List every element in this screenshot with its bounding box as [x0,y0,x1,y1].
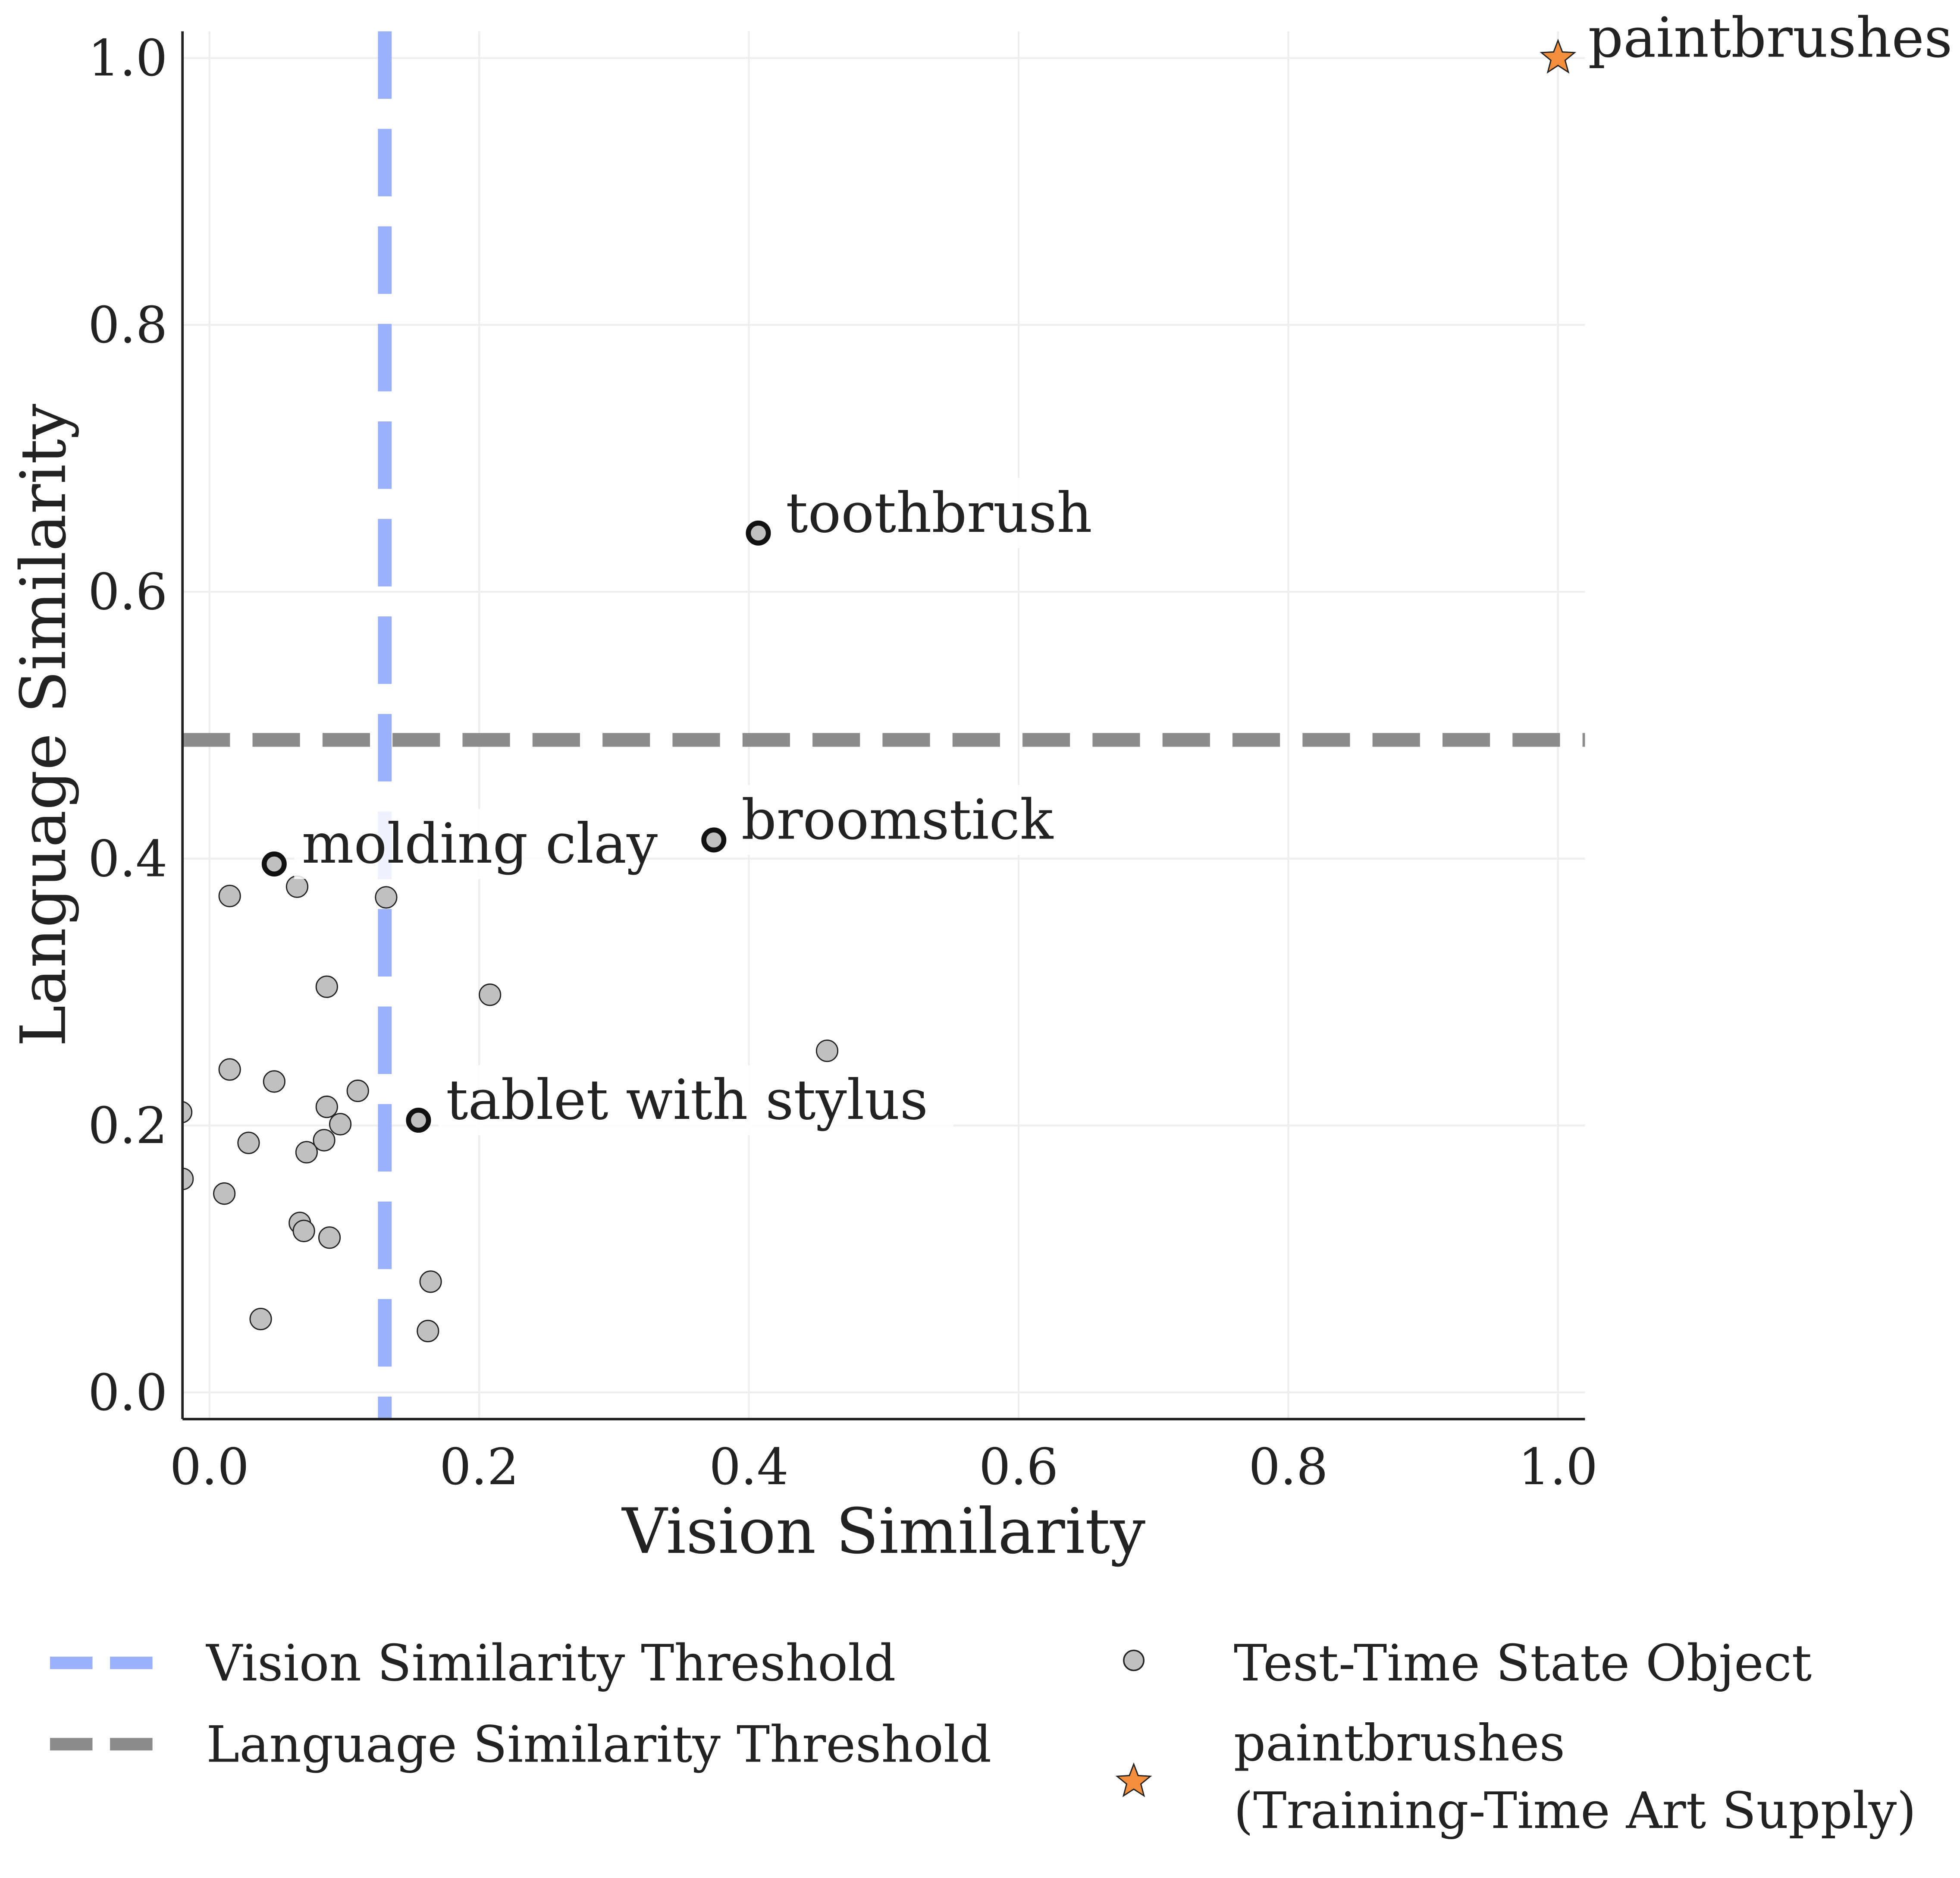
test-object-point [313,1129,336,1152]
y-tick-label: 0.8 [88,296,167,355]
legend-language-threshold-label: Language Similarity Threshold [206,1715,991,1774]
y-tick-label: 0.6 [88,563,167,622]
test-object-point [213,1182,236,1205]
y-tick-label: 0.2 [88,1097,167,1155]
highlighted-point [701,827,727,853]
annotation-background [734,785,1029,855]
grid [182,31,1585,1419]
test-object-point [263,1070,285,1093]
highlighted-point [261,851,287,877]
highlighted-point [746,520,771,546]
x-tick-label: 0.8 [1248,1438,1328,1496]
test-object-point [315,1096,338,1118]
test-object-point [419,1270,442,1293]
points: toothbrush broomstick molding clay tablet w… [182,6,1952,1342]
highlighted-point [406,1108,431,1133]
test-object-point [318,1226,341,1249]
test-object-point [182,1101,193,1124]
y-tick-label: 1.0 [88,29,167,88]
x-tick-label: 0.2 [439,1438,519,1496]
legend-test-object-marker [1123,1649,1145,1671]
annotation-label: tablet with stylus [446,1068,928,1132]
paintbrushes-star-marker [1540,38,1577,74]
y-tick-label: 0.0 [88,1364,167,1422]
x-tick-label: 0.0 [170,1438,249,1496]
test-object-point [237,1131,260,1154]
paintbrushes-label: paintbrushes [1588,6,1952,70]
annotation-label: toothbrush [786,481,1092,545]
annotation-background [294,809,644,879]
test-object-points [182,875,839,1342]
annotation-label: molding clay [302,812,658,876]
x-tick-label: 1.0 [1518,1438,1598,1496]
legend: Vision Similarity Threshold Language Sim… [50,1634,1916,1840]
test-object-point [182,1168,194,1190]
test-object-point [346,1079,369,1102]
annotation-background [438,1065,954,1135]
y-tick-label: 0.4 [88,830,167,888]
legend-paintbrushes-sublabel: (Training-Time Art Supply) [1234,1782,1916,1840]
ticks: 0.0 0.2 0.4 0.6 0.8 1.0 0.0 0.2 0.4 0.6 0.8 1.0 [88,29,1598,1496]
test-object-point [479,983,502,1006]
test-object-point [218,885,241,908]
legend-test-object-label: Test-Time State Object [1234,1634,1812,1693]
x-tick-label: 0.6 [979,1438,1058,1496]
test-object-point [249,1307,272,1331]
test-object-point [417,1319,439,1342]
x-axis-label: Vision Similarity [621,1495,1146,1568]
test-object-point [292,1219,315,1242]
test-object-point [815,1039,839,1062]
legend-paintbrushes-label: paintbrushes [1234,1714,1565,1772]
thresholds [182,31,1585,1419]
test-object-point [218,1058,241,1081]
test-object-point [285,875,309,898]
annotation-label: broomstick [741,788,1054,852]
annotation-background [778,478,1073,548]
test-object-point [329,1113,352,1136]
test-object-point [315,975,338,998]
y-axis-label: Language Similarity [7,404,80,1047]
legend-star-marker [1115,1762,1152,1797]
test-object-point [295,1141,318,1164]
x-tick-label: 0.4 [709,1438,788,1496]
legend-vision-threshold-label: Vision Similarity Threshold [205,1634,896,1693]
test-object-point [375,886,398,909]
